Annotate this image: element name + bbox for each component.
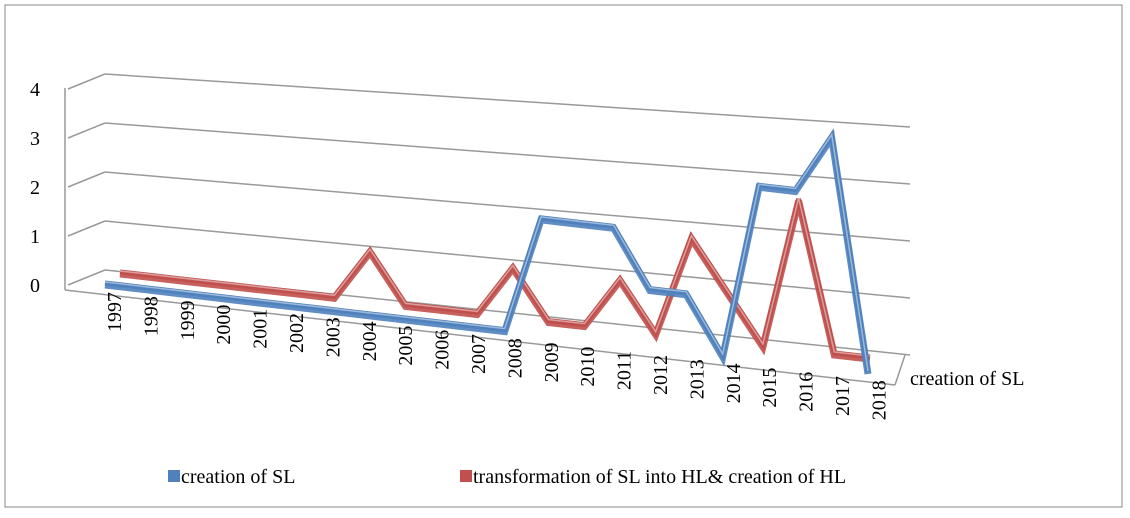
x-tick-label: 2005	[395, 326, 417, 366]
tick-mark	[67, 171, 106, 188]
legend-swatch	[460, 470, 472, 482]
x-tick-label: 2007	[468, 334, 490, 374]
tick-mark	[67, 269, 106, 286]
x-tick-label: 2002	[286, 313, 308, 353]
x-tick-label: 2003	[322, 317, 344, 357]
depth-axis	[894, 354, 906, 386]
series-highlight	[119, 197, 871, 357]
x-tick-label: 2018	[868, 380, 890, 420]
y-tick-label: 3	[30, 128, 40, 150]
grid-line	[104, 171, 911, 242]
x-tick-label: 2012	[650, 355, 672, 395]
x-tick-label: 2008	[504, 338, 526, 378]
x-tick-label: 2001	[250, 309, 272, 349]
tick-mark	[67, 122, 106, 139]
x-tick-label: 1999	[177, 300, 199, 340]
series-highlight	[104, 132, 869, 372]
grid-line	[104, 73, 911, 128]
y-tick-label: 2	[30, 177, 40, 199]
x-tick-label: 2015	[759, 368, 781, 408]
series-line	[104, 129, 871, 373]
grid-line	[104, 122, 911, 185]
x-tick-label: 1997	[104, 292, 126, 332]
y-tick-label: 4	[30, 79, 40, 101]
y-tick-label: 1	[30, 226, 40, 248]
legend-label: creation of SL	[181, 466, 295, 488]
x-tick-label: 2000	[213, 305, 235, 345]
tick-mark	[67, 220, 106, 237]
tick-mark	[67, 73, 106, 90]
x-tick-label: 2016	[796, 372, 818, 412]
x-tick-label: 2004	[359, 321, 381, 361]
x-tick-label: 1998	[140, 296, 162, 336]
x-tick-label: 2013	[686, 359, 708, 399]
x-tick-label: 2010	[577, 347, 599, 387]
x-tick-label: 2017	[832, 376, 854, 416]
x-tick-label: 2014	[723, 363, 745, 403]
legend-swatch	[168, 470, 180, 482]
x-tick-label: 2006	[432, 330, 454, 370]
legend-label: transformation of SL into HL& creation o…	[473, 466, 846, 488]
x-tick-label: 2011	[614, 351, 636, 390]
x-axis	[64, 289, 896, 386]
x-tick-label: 2009	[541, 342, 563, 382]
series-line	[119, 198, 871, 360]
chart-border	[4, 4, 1123, 508]
y-tick-label: 0	[30, 275, 40, 297]
depth-axis-label: creation of SL	[910, 368, 1024, 390]
